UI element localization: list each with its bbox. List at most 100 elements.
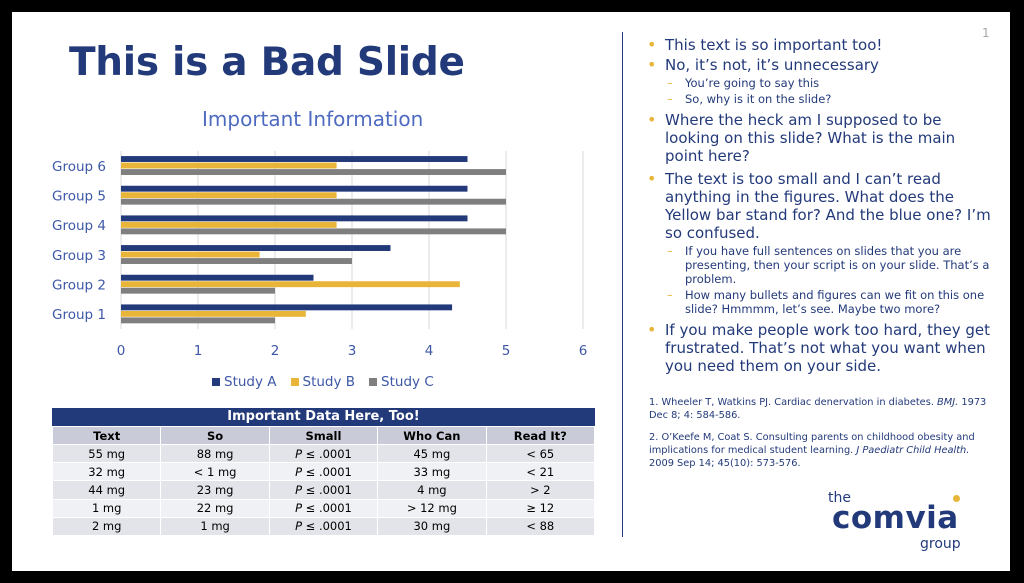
p-symbol: P	[295, 464, 302, 479]
p-symbol: P	[295, 519, 302, 534]
p-symbol: P	[295, 482, 302, 497]
bar-study-b	[121, 310, 306, 317]
reference-journal: BMJ.	[937, 397, 959, 408]
bar-study-b	[121, 221, 337, 228]
reference-text: 2. O’Keefe M, Coat S. Consulting parents…	[649, 432, 975, 456]
bar-study-b	[121, 192, 337, 199]
y-tick-label: Group 2	[52, 278, 106, 294]
column-divider	[622, 32, 623, 537]
bar-study-c	[121, 228, 506, 235]
sub-bullet: If you have full sentences on slides tha…	[645, 244, 995, 286]
bar-study-a	[121, 185, 468, 192]
legend-label-study-b: Study B	[302, 374, 356, 390]
table-cell: 33 mg	[377, 462, 487, 482]
table-cell: 32 mg	[51, 462, 162, 482]
bar-study-a	[121, 156, 468, 162]
table-cell: > 12 mg	[377, 498, 487, 518]
x-tick-label: 6	[579, 343, 588, 359]
p-symbol: P	[295, 501, 302, 516]
x-tick-label: 5	[502, 343, 511, 359]
table-cell: 88 mg	[160, 443, 270, 464]
reference-1: 1. Wheeler T, Watkins PJ. Cardiac denerv…	[649, 396, 994, 422]
table-cell: 4 mg	[377, 480, 487, 500]
table-caption: Important Data Here, Too!	[52, 408, 595, 426]
reference-journal: J Paediatr Child Health.	[856, 445, 970, 456]
bar-study-b	[121, 281, 460, 288]
reference-tail: 2009 Sep 14; 45(10): 573-576.	[649, 458, 801, 469]
bullet: If you make people work too hard, they g…	[645, 321, 995, 375]
table-cell: 2 mg	[51, 516, 162, 536]
sub-bullet: So, why is it on the slide?	[645, 92, 995, 106]
x-tick-label: 0	[117, 343, 126, 359]
legend-label-study-a: Study A	[224, 374, 277, 390]
bar-study-c	[121, 169, 506, 175]
bar-study-a	[121, 274, 314, 281]
x-tick-label: 3	[348, 343, 357, 359]
bar-study-c	[121, 287, 275, 294]
table-cell: 23 mg	[160, 480, 270, 500]
table-cell: < 1 mg	[160, 462, 270, 482]
reference-text: 1. Wheeler T, Watkins PJ. Cardiac denerv…	[649, 397, 938, 408]
table-header: So	[160, 426, 270, 445]
p-value: ≤ .0001	[302, 519, 352, 534]
logo-group: group	[920, 536, 961, 552]
table-cell: > 2	[485, 480, 596, 500]
bullet: Where the heck am I supposed to be looki…	[645, 111, 995, 165]
table-header: Small	[268, 426, 379, 445]
legend-label-study-c: Study C	[381, 374, 434, 390]
table-cell: P ≤ .0001	[268, 462, 379, 482]
y-tick-label: Group 3	[52, 248, 106, 264]
table-cell: ≥ 12	[485, 498, 596, 518]
legend-item-study-b: Study B	[290, 374, 356, 390]
table-cell: 45 mg	[377, 443, 487, 464]
sub-bullet: You’re going to say this	[645, 76, 995, 90]
bar-study-c	[121, 258, 352, 264]
legend-swatch-study-c	[369, 378, 378, 386]
y-tick-label: Group 4	[52, 218, 106, 234]
table-cell: < 21	[485, 462, 596, 482]
x-tick-label: 2	[271, 343, 280, 359]
bar-study-a	[121, 245, 391, 251]
legend-swatch-study-a	[212, 378, 220, 386]
slide: 1 This is a Bad Slide Important Informat…	[12, 12, 1010, 571]
sub-bullet: How many bullets and figures can we fit …	[645, 288, 995, 316]
legend-item-study-c: Study C	[369, 374, 434, 390]
table-cell: 55 mg	[51, 443, 162, 464]
bar-study-b	[121, 251, 260, 258]
reference-2: 2. O’Keefe M, Coat S. Consulting parents…	[649, 431, 994, 470]
table-row: 32 mg < 1 mg P ≤ .0001 33 mg < 21	[51, 462, 596, 482]
slide-title: This is a Bad Slide	[69, 40, 465, 85]
table-cell: P ≤ .0001	[268, 516, 379, 536]
bar-chart: 0 1 2 3 4 5 6 Group 1 Group 2 Group 3 Group 4 Group…	[52, 151, 588, 359]
table-row: 55 mg 88 mg P ≤ .0001 45 mg < 65	[51, 443, 596, 464]
bullet: No, it’s not, it’s unnecessary	[645, 56, 995, 74]
bullet: The text is too small and I can’t read a…	[645, 170, 995, 242]
table-header-row: Text So Small Who Can Read It?	[51, 426, 596, 445]
table-cell: 22 mg	[160, 498, 270, 518]
table-cell: 1 mg	[51, 498, 162, 518]
p-symbol: P	[295, 446, 302, 461]
table-cell: 44 mg	[51, 480, 162, 500]
y-tick-label: Group 1	[52, 307, 106, 323]
x-tick-label: 4	[425, 343, 434, 359]
references: 1. Wheeler T, Watkins PJ. Cardiac denerv…	[649, 396, 994, 479]
bar-study-c	[121, 198, 506, 205]
table-cell: < 88	[485, 516, 596, 536]
p-value: ≤ .0001	[302, 446, 352, 461]
table-row: 1 mg 22 mg P ≤ .0001 > 12 mg ≥ 12	[51, 498, 596, 518]
p-value: ≤ .0001	[302, 464, 352, 479]
table-cell: 30 mg	[377, 516, 487, 536]
logo-the: the	[828, 490, 851, 506]
y-tick-label: Group 6	[52, 159, 106, 175]
bar-study-a	[121, 304, 453, 311]
y-tick-label: Group 5	[52, 189, 106, 205]
x-tick-label: 1	[194, 343, 203, 359]
logo-dot	[953, 495, 960, 502]
page-number: 1	[982, 26, 990, 40]
table-header: Read It?	[485, 426, 596, 445]
table-header: Who Can	[377, 426, 487, 445]
p-value: ≤ .0001	[302, 501, 352, 516]
chart-title: Important Information	[202, 107, 424, 131]
table-cell: P ≤ .0001	[268, 480, 379, 500]
reference-tail: 1973 Dec 8; 4: 584-586.	[649, 397, 987, 421]
